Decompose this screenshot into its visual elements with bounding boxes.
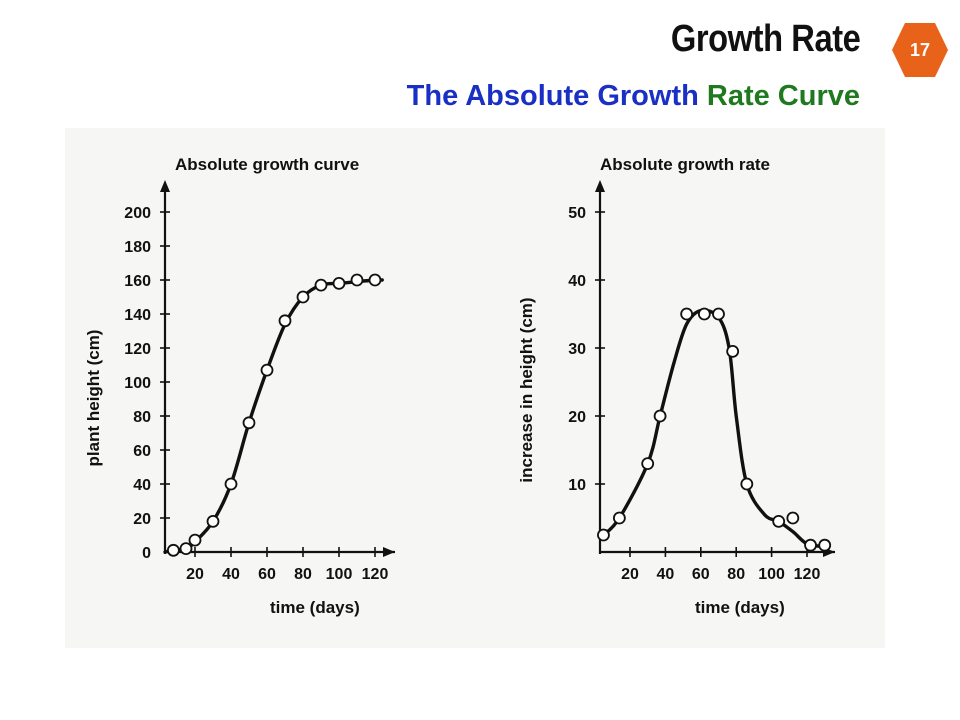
data-point (786, 511, 800, 525)
y-tick-label: 200 (124, 205, 151, 222)
slide-title: Growth Rate (670, 18, 860, 60)
x-axis-arrow (383, 547, 395, 557)
y-tick-label: 140 (124, 307, 151, 324)
data-point (653, 409, 667, 423)
y-axis-label: plant height (cm) (84, 330, 103, 467)
data-point (224, 477, 238, 491)
y-tick-label: 30 (568, 341, 586, 358)
charts-svg: Absolute growth curve 0 20 40 60 80 100 120 140 1… (84, 155, 835, 617)
data-point (314, 278, 328, 292)
y-tick-label: 180 (124, 239, 151, 256)
data-point (188, 533, 202, 547)
chart-absolute-growth-rate: Absolute growth rate 10 20 30 40 50 20 40 60 80 10… (517, 155, 835, 617)
data-point (612, 511, 626, 525)
x-tick-label: 120 (794, 566, 821, 583)
y-tick-label: 20 (133, 511, 151, 528)
y-tick-label: 40 (568, 273, 586, 290)
data-point (726, 344, 740, 358)
data-point (597, 528, 610, 542)
x-tick-label: 60 (258, 566, 276, 583)
y-tick-label: 100 (124, 375, 151, 392)
x-tick-label: 60 (692, 566, 710, 583)
data-point (332, 276, 346, 290)
data-point (697, 307, 711, 321)
x-tick-label: 40 (222, 566, 240, 583)
y-tick-label: 40 (133, 477, 151, 494)
y-axis-arrow (160, 180, 170, 192)
figure-panel: Absolute growth curve 0 20 40 60 80 100 120 140 1… (65, 128, 885, 648)
data-point (804, 538, 817, 552)
x-tick-label: 20 (186, 566, 204, 583)
x-tick-label: 100 (758, 566, 785, 583)
subtitle-part-1: The Absolute Growth (406, 80, 699, 112)
y-tick-label: 50 (568, 205, 586, 222)
x-tick-label: 100 (326, 566, 353, 583)
y-tick-label: 20 (568, 409, 586, 426)
hexagon-shape (892, 23, 948, 77)
data-point (179, 542, 193, 556)
series-line (601, 308, 827, 549)
x-axis-label: time (days) (270, 598, 360, 617)
x-tick-label: 80 (727, 566, 745, 583)
data-point (206, 514, 220, 528)
subtitle-part-2: Rate Curve (706, 80, 860, 112)
y-tick-label: 60 (133, 443, 151, 460)
data-point (772, 514, 786, 528)
data-point (712, 307, 725, 321)
x-axis-label: time (days) (695, 598, 785, 617)
data-point (350, 273, 364, 287)
data-point (818, 538, 832, 552)
slide-number-badge: 17 (890, 20, 950, 80)
data-point (167, 543, 180, 557)
y-tick-label: 160 (124, 273, 151, 290)
x-tick-label: 20 (621, 566, 639, 583)
chart-title: Absolute growth curve (175, 155, 359, 174)
data-point (296, 290, 310, 304)
x-tick-label: 120 (362, 566, 389, 583)
series-line (163, 278, 384, 554)
y-tick-label: 120 (124, 341, 151, 358)
data-point (740, 477, 754, 491)
slide-number: 17 (909, 40, 931, 60)
y-axis-arrow (595, 180, 605, 192)
data-point (278, 314, 292, 328)
chart-absolute-growth-curve: Absolute growth curve 0 20 40 60 80 100 120 140 1… (84, 155, 395, 617)
data-point (680, 307, 694, 321)
slide-subtitle: The Absolute Growth Rate Curve (407, 80, 860, 113)
data-point (242, 416, 256, 430)
data-point (260, 363, 274, 377)
chart-title: Absolute growth rate (600, 155, 770, 174)
y-tick-label: 0 (142, 545, 151, 562)
data-point (641, 457, 655, 471)
data-point (368, 273, 382, 287)
y-tick-label: 80 (133, 409, 151, 426)
x-tick-label: 40 (657, 566, 675, 583)
x-tick-label: 80 (294, 566, 312, 583)
y-axis-label: increase in height (cm) (517, 297, 536, 482)
y-tick-label: 10 (568, 477, 586, 494)
